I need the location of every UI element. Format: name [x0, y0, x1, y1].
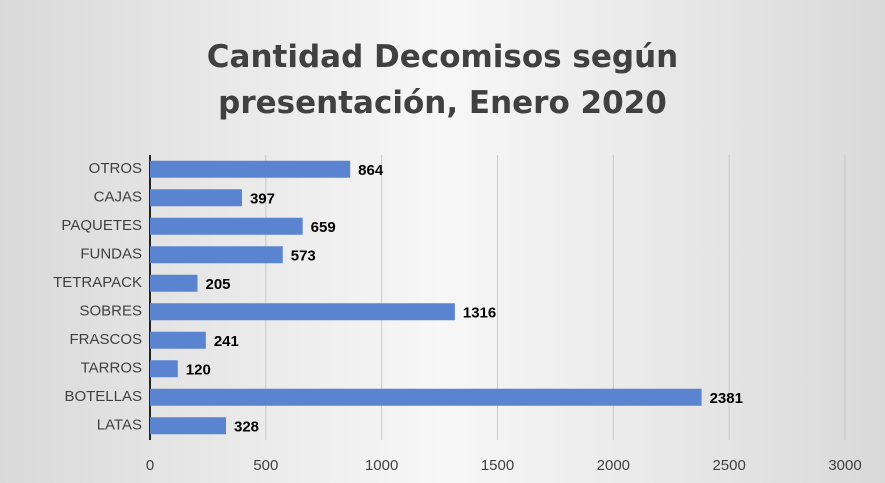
- y-tick-label: TARROS: [81, 360, 142, 377]
- x-tick-label: 500: [253, 457, 278, 474]
- bar: [150, 388, 702, 406]
- value-label: 397: [250, 191, 275, 208]
- bar: [150, 360, 178, 378]
- x-tick-label: 2000: [597, 457, 630, 474]
- x-tick-label: 1000: [365, 457, 398, 474]
- y-tick-label: BOTELLAS: [64, 388, 142, 405]
- value-label: 205: [205, 276, 230, 293]
- y-tick-label: SOBRES: [79, 303, 142, 320]
- value-label: 328: [234, 419, 259, 436]
- value-label: 659: [311, 219, 336, 236]
- value-label: 120: [186, 362, 211, 379]
- value-label: 1316: [463, 305, 496, 322]
- bar: [150, 160, 351, 178]
- bar: [150, 217, 303, 235]
- bar: [150, 303, 455, 321]
- value-label: 573: [291, 248, 316, 265]
- chart-title: Cantidad Decomisos según presentación, E…: [206, 39, 679, 121]
- value-label: 241: [214, 333, 239, 350]
- bar: [150, 274, 198, 292]
- value-label: 864: [358, 162, 384, 179]
- x-tick-label: 2500: [712, 457, 745, 474]
- y-tick-label: TETRAPACK: [53, 274, 142, 291]
- y-tick-label: PAQUETES: [61, 217, 142, 234]
- bar: [150, 417, 226, 435]
- y-tick-label: FUNDAS: [80, 246, 142, 263]
- value-label: 2381: [710, 390, 743, 407]
- y-tick-label: LATAS: [97, 417, 142, 434]
- bar: [150, 246, 283, 264]
- x-tick-label: 3000: [828, 457, 861, 474]
- y-tick-label: OTROS: [89, 160, 142, 177]
- bar: [150, 331, 206, 349]
- x-tick-label: 0: [146, 457, 154, 474]
- y-tick-label: FRASCOS: [69, 331, 142, 348]
- y-tick-label: CAJAS: [94, 189, 142, 206]
- x-tick-label: 1500: [481, 457, 514, 474]
- bar: [150, 189, 242, 207]
